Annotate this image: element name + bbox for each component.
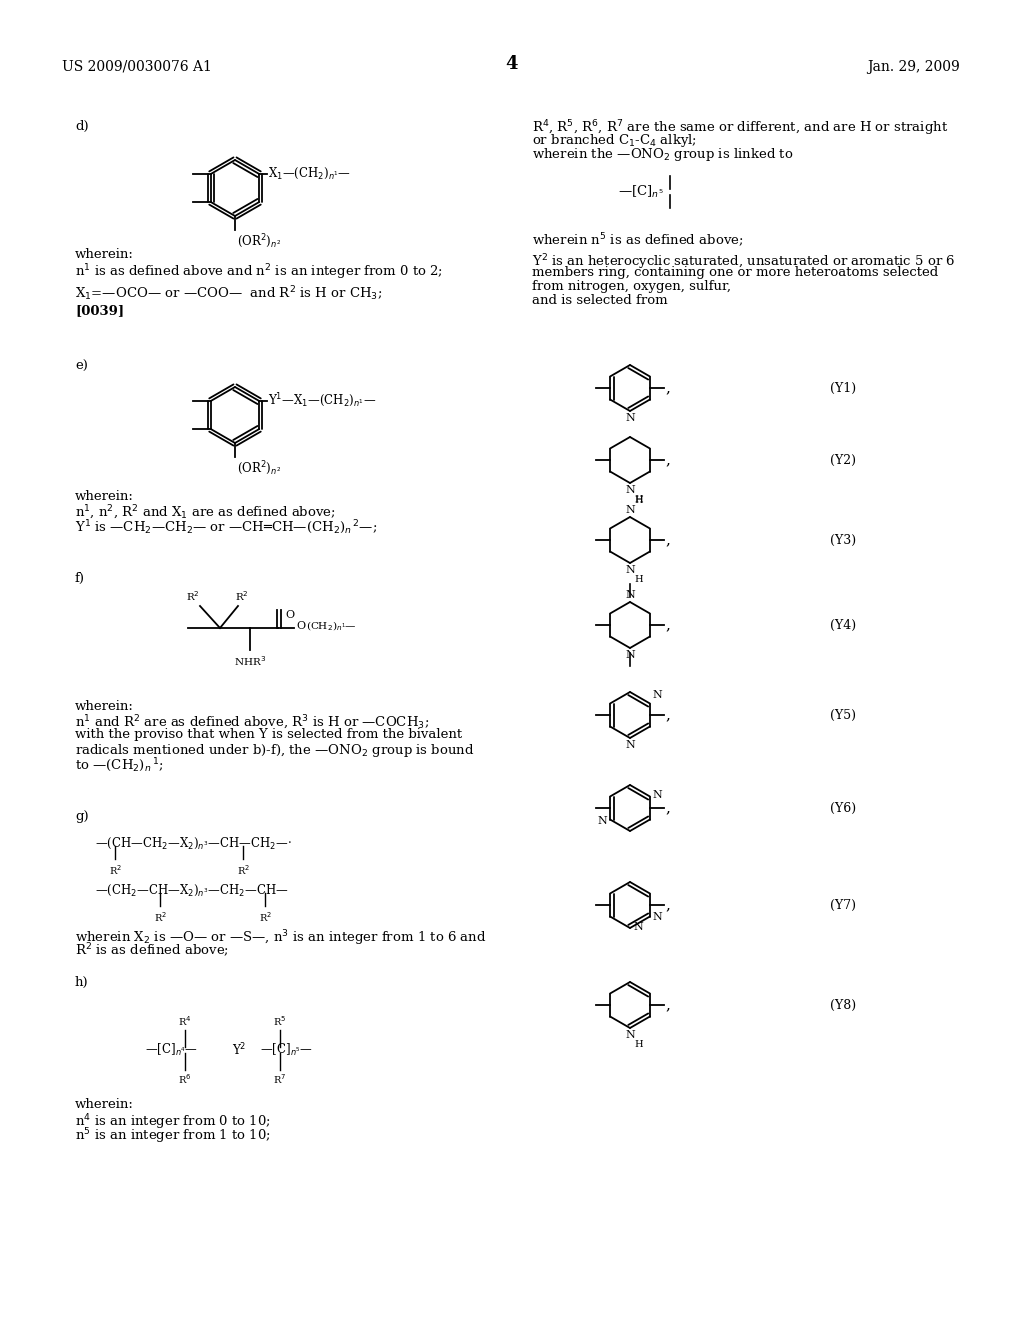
Text: N: N (653, 912, 663, 923)
Text: or branched C$_1$-C$_4$ alkyl;: or branched C$_1$-C$_4$ alkyl; (532, 132, 697, 149)
Text: O: O (285, 610, 294, 620)
Text: H: H (634, 576, 643, 583)
Text: wherein:: wherein: (75, 490, 134, 503)
Text: wherein n$^5$ is as defined above;: wherein n$^5$ is as defined above; (532, 232, 743, 249)
Text: R$^2$: R$^2$ (109, 863, 122, 876)
Text: —[C]$_{n^4}$—: —[C]$_{n^4}$— (145, 1041, 198, 1059)
Text: US 2009/0030076 A1: US 2009/0030076 A1 (62, 59, 212, 74)
Text: Jan. 29, 2009: Jan. 29, 2009 (867, 59, 961, 74)
Text: e): e) (75, 360, 88, 374)
Text: (Y6): (Y6) (830, 801, 856, 814)
Text: ,: , (666, 708, 671, 722)
Text: N: N (625, 506, 635, 515)
Text: Y$^2$ is an heterocyclic saturated, unsaturated or aromatic 5 or 6: Y$^2$ is an heterocyclic saturated, unsa… (532, 252, 955, 272)
Text: N: N (633, 921, 643, 932)
Text: R$^4$: R$^4$ (178, 1014, 191, 1028)
Text: ,: , (666, 381, 671, 395)
Text: (Y7): (Y7) (830, 899, 856, 912)
Text: N: N (597, 816, 607, 825)
Text: from nitrogen, oxygen, sulfur,: from nitrogen, oxygen, sulfur, (532, 280, 731, 293)
Text: Y$^1$—X$_1$—(CH$_2$)$_{n^1}$—: Y$^1$—X$_1$—(CH$_2$)$_{n^1}$— (268, 391, 377, 409)
Text: N: N (653, 690, 663, 701)
Text: n$^5$ is an integer from 1 to 10;: n$^5$ is an integer from 1 to 10; (75, 1126, 271, 1146)
Text: to —(CH$_2$)$_n$$^{\,1}$;: to —(CH$_2$)$_n$$^{\,1}$; (75, 756, 164, 774)
Text: R$^5$: R$^5$ (273, 1014, 287, 1028)
Text: X$_1$=—OCO— or —COO—  and R$^2$ is H or CH$_3$;: X$_1$=—OCO— or —COO— and R$^2$ is H or C… (75, 284, 382, 302)
Text: with the proviso that when Y is selected from the bivalent: with the proviso that when Y is selected… (75, 729, 462, 741)
Text: H: H (634, 1040, 643, 1049)
Text: —(CH—CH$_2$—X$_2$)$_{n^3}$—CH—CH$_2$—·: —(CH—CH$_2$—X$_2$)$_{n^3}$—CH—CH$_2$—· (95, 836, 292, 850)
Text: O: O (296, 620, 305, 631)
Text: R$^6$: R$^6$ (178, 1072, 191, 1086)
Text: R$^2$: R$^2$ (258, 909, 271, 924)
Text: N: N (625, 565, 635, 576)
Text: —[C]$_{n^5}$: —[C]$_{n^5}$ (618, 183, 664, 201)
Text: —[C]$_{n^5}$—: —[C]$_{n^5}$— (260, 1041, 313, 1059)
Text: h): h) (75, 975, 89, 989)
Text: ,: , (666, 998, 671, 1012)
Text: N: N (625, 484, 635, 495)
Text: ,: , (666, 898, 671, 912)
Text: N: N (625, 649, 635, 660)
Text: N: N (625, 590, 635, 601)
Text: R$^7$: R$^7$ (273, 1072, 287, 1086)
Text: (Y2): (Y2) (830, 454, 856, 466)
Text: radicals mentioned under b)-f), the —ONO$_2$ group is bound: radicals mentioned under b)-f), the —ONO… (75, 742, 475, 759)
Text: N: N (625, 413, 635, 422)
Text: (Y5): (Y5) (830, 709, 856, 722)
Text: d): d) (75, 120, 89, 133)
Text: (OR$^2$)$_{n^2}$: (OR$^2$)$_{n^2}$ (237, 459, 282, 477)
Text: wherein:: wherein: (75, 248, 134, 261)
Text: wherein X$_2$ is —O— or —S—, n$^3$ is an integer from 1 to 6 and: wherein X$_2$ is —O— or —S—, n$^3$ is an… (75, 928, 486, 948)
Text: H: H (634, 496, 643, 506)
Text: wherein:: wherein: (75, 1098, 134, 1111)
Text: R$^4$, R$^5$, R$^6$, R$^7$ are the same or different, and are H or straight: R$^4$, R$^5$, R$^6$, R$^7$ are the same … (532, 117, 948, 137)
Text: and is selected from: and is selected from (532, 294, 668, 308)
Text: [0039]: [0039] (75, 304, 124, 317)
Text: NHR$^3$: NHR$^3$ (233, 653, 266, 668)
Text: —(CH$_2$—CH—X$_2$)$_{n^3}$—CH$_2$—CH—: —(CH$_2$—CH—X$_2$)$_{n^3}$—CH$_2$—CH— (95, 882, 289, 898)
Text: H: H (634, 495, 643, 504)
Text: Y$^1$ is —CH$_2$—CH$_2$— or —CH═CH—(CH$_2$)$_n$$^{\,2}$—;: Y$^1$ is —CH$_2$—CH$_2$— or —CH═CH—(CH$_… (75, 517, 377, 536)
Text: (OR$^2$)$_{n^2}$: (OR$^2$)$_{n^2}$ (237, 232, 282, 249)
Text: (Y4): (Y4) (830, 619, 856, 631)
Text: (Y3): (Y3) (830, 533, 856, 546)
Text: wherein:: wherein: (75, 700, 134, 713)
Text: R$^2$: R$^2$ (154, 909, 167, 924)
Text: members ring, containing one or more heteroatoms selected: members ring, containing one or more het… (532, 267, 938, 279)
Text: g): g) (75, 810, 89, 822)
Text: R$^2$: R$^2$ (236, 589, 249, 603)
Text: n$^1$ and R$^2$ are as defined above, R$^3$ is H or —COCH$_3$;: n$^1$ and R$^2$ are as defined above, R$… (75, 714, 429, 733)
Text: (Y8): (Y8) (830, 998, 856, 1011)
Text: ,: , (666, 453, 671, 467)
Text: X$_1$—(CH$_2$)$_{n^1}$—: X$_1$—(CH$_2$)$_{n^1}$— (268, 165, 351, 181)
Text: N: N (653, 791, 663, 800)
Text: R$^2$: R$^2$ (186, 589, 200, 603)
Text: N: N (625, 741, 635, 750)
Text: ,: , (666, 801, 671, 814)
Text: 4: 4 (506, 55, 518, 73)
Text: f): f) (75, 572, 85, 585)
Text: (CH$_2$)$_{n^1}$—: (CH$_2$)$_{n^1}$— (306, 619, 356, 632)
Text: R$^2$: R$^2$ (237, 863, 250, 876)
Text: ,: , (666, 533, 671, 546)
Text: n$^4$ is an integer from 0 to 10;: n$^4$ is an integer from 0 to 10; (75, 1111, 271, 1131)
Text: n$^1$, n$^2$, R$^2$ and X$_1$ are as defined above;: n$^1$, n$^2$, R$^2$ and X$_1$ are as def… (75, 504, 336, 523)
Text: n$^1$ is as defined above and n$^2$ is an integer from 0 to 2;: n$^1$ is as defined above and n$^2$ is a… (75, 261, 443, 281)
Text: R$^2$ is as defined above;: R$^2$ is as defined above; (75, 942, 229, 960)
Text: N: N (625, 1030, 635, 1040)
Text: wherein the —ONO$_2$ group is linked to: wherein the —ONO$_2$ group is linked to (532, 147, 794, 162)
Text: (Y1): (Y1) (830, 381, 856, 395)
Text: Y$^2$: Y$^2$ (232, 1041, 247, 1059)
Text: ,: , (666, 618, 671, 632)
